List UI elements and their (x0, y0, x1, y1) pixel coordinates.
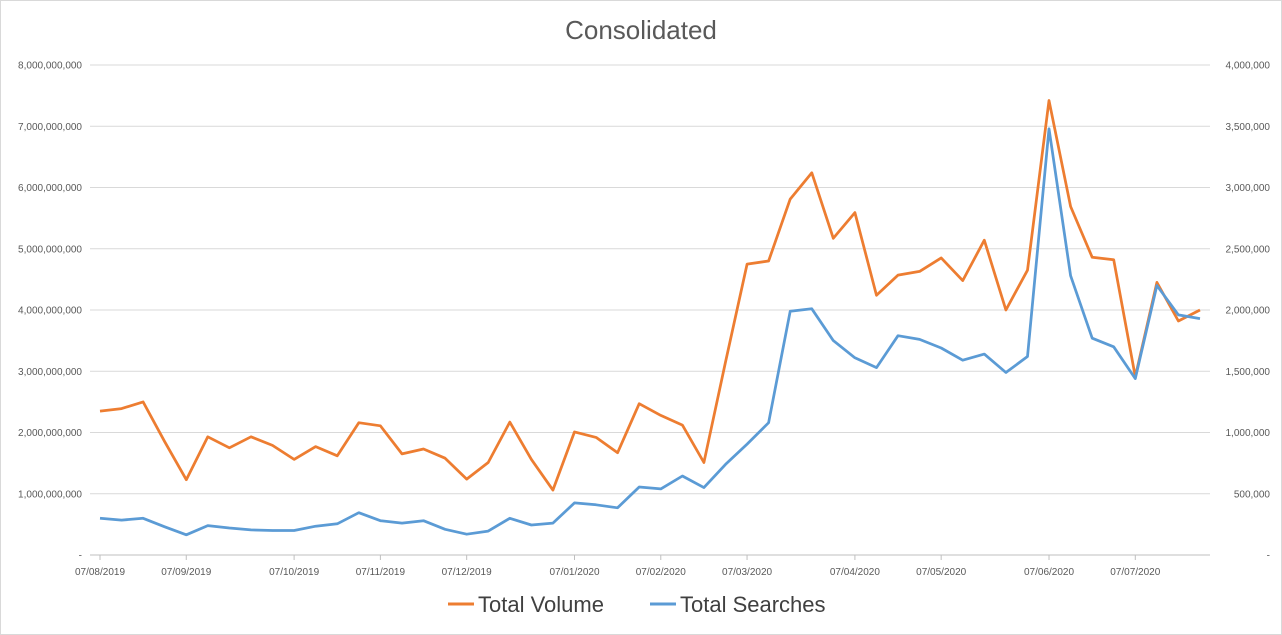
y-right-tick-label: 3,500,000 (1226, 122, 1271, 133)
y-right-tick-label: 500,000 (1234, 489, 1271, 500)
y-left-tick-label: 1,000,000,000 (18, 489, 82, 500)
x-tick-label: 07/05/2020 (916, 567, 966, 578)
y-left-tick-label: 7,000,000,000 (18, 122, 82, 133)
axes: - - 1,000,000,000 500,000 2,000,000,000 1,000… (18, 61, 1270, 579)
x-tick-label: 07/07/2020 (1110, 567, 1160, 578)
x-tick-label: 07/01/2020 (549, 567, 599, 578)
x-tick-label: 07/04/2020 (830, 567, 880, 578)
gridlines (90, 64, 1210, 556)
x-tick-label: 07/08/2019 (75, 567, 125, 578)
y-left-tick-label: 5,000,000,000 (18, 244, 82, 255)
y-right-tick-label: 3,000,000 (1226, 183, 1271, 194)
y-left-tick-label: - (79, 551, 82, 562)
y-right-tick-label: 2,000,000 (1226, 306, 1271, 317)
y-left-tick-label: 8,000,000,000 (18, 61, 82, 72)
legend-label: Total Searches (680, 592, 826, 617)
series-lines (99, 99, 1201, 537)
y-left-tick-label: 2,000,000,000 (18, 428, 82, 439)
y-right-tick-label: 4,000,000 (1226, 61, 1271, 72)
x-tick-label: 07/11/2019 (356, 567, 406, 578)
x-tick-label: 07/02/2020 (636, 567, 686, 578)
legend-label: Total Volume (478, 592, 604, 617)
x-tick-label: 07/03/2020 (722, 567, 772, 578)
y-right-tick-label: 2,500,000 (1226, 244, 1271, 255)
series-line-total-searches (99, 127, 1201, 537)
chart-title: Consolidated (565, 15, 717, 45)
y-left-tick-label: 4,000,000,000 (18, 306, 82, 317)
y-right-tick-label: - (1267, 551, 1270, 562)
x-tick-label: 07/09/2019 (161, 567, 211, 578)
y-left-tick-label: 6,000,000,000 (18, 183, 82, 194)
x-tick-label: 07/10/2019 (269, 567, 319, 578)
x-tick-label: 07/12/2019 (442, 567, 492, 578)
y-right-tick-label: 1,000,000 (1226, 428, 1271, 439)
y-right-tick-label: 1,500,000 (1226, 367, 1271, 378)
x-tick-label: 07/06/2020 (1024, 567, 1074, 578)
legend: Total Volume Total Searches (448, 592, 826, 617)
y-left-tick-label: 3,000,000,000 (18, 367, 82, 378)
series-line-total-volume (99, 99, 1201, 492)
